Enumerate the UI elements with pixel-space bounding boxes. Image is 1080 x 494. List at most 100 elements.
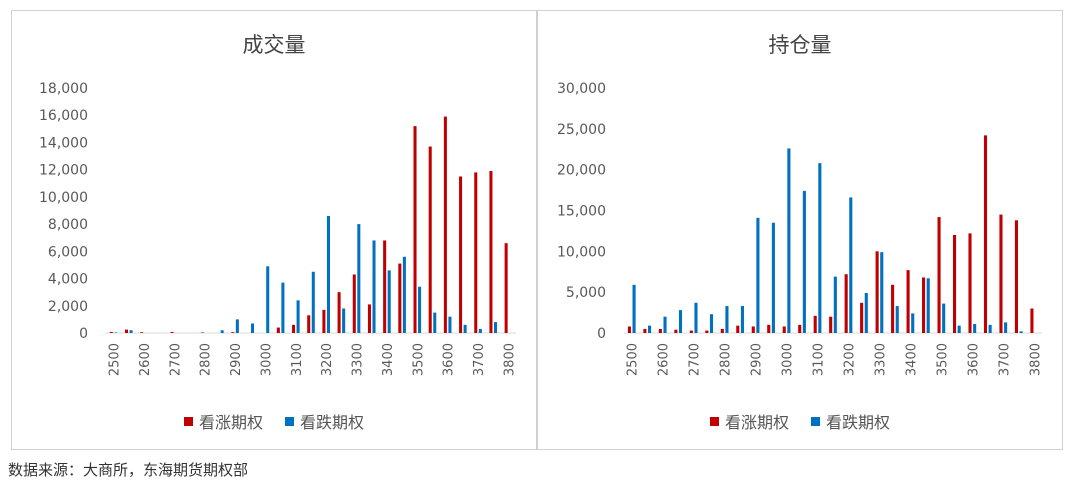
x-tick-label: 2700 bbox=[688, 343, 703, 376]
y-tick-label: 8,000 bbox=[48, 217, 88, 233]
bar-call bbox=[231, 332, 234, 333]
bar-put bbox=[297, 300, 300, 333]
bar-put bbox=[911, 313, 914, 333]
x-tick-label: 2500 bbox=[626, 343, 641, 376]
x-tick-label: 3700 bbox=[997, 343, 1012, 376]
x-tick-label: 2500 bbox=[108, 343, 123, 376]
bar-call bbox=[984, 135, 987, 333]
y-tick-label: 10,000 bbox=[39, 190, 88, 206]
chart-legend: 看涨期权 看跌期权 bbox=[538, 409, 1062, 433]
bar-call bbox=[674, 330, 677, 333]
bar-call bbox=[474, 172, 477, 333]
legend-swatch-put-icon bbox=[285, 417, 294, 426]
legend-item-call: 看涨期权 bbox=[710, 409, 789, 433]
bar-call bbox=[922, 277, 925, 333]
bar-put bbox=[448, 317, 451, 333]
x-tick-label: 3100 bbox=[812, 343, 827, 376]
bar-put bbox=[251, 323, 254, 333]
x-tick-label: 3300 bbox=[873, 343, 888, 376]
x-tick-label: 2900 bbox=[750, 343, 765, 376]
y-tick-label: 12,000 bbox=[39, 163, 88, 179]
bar-call bbox=[505, 243, 508, 333]
bar-put bbox=[1004, 322, 1007, 333]
bar-call bbox=[953, 235, 956, 333]
bar-call bbox=[690, 331, 693, 333]
bar-put bbox=[433, 313, 436, 333]
x-tick-label: 2600 bbox=[657, 343, 672, 376]
bar-call bbox=[705, 331, 708, 333]
bar-call bbox=[628, 326, 631, 333]
bar-call bbox=[414, 126, 417, 333]
legend-label-call: 看涨期权 bbox=[725, 409, 789, 433]
bar-call bbox=[110, 332, 113, 333]
bar-call bbox=[292, 325, 295, 333]
x-tick-label: 3800 bbox=[1028, 343, 1043, 376]
bar-put bbox=[236, 319, 239, 333]
x-tick-label: 3000 bbox=[781, 343, 796, 376]
bar-call bbox=[736, 326, 739, 333]
bar-put bbox=[130, 330, 133, 333]
y-tick-label: 5,000 bbox=[566, 285, 606, 301]
bar-put bbox=[694, 303, 697, 333]
bar-call bbox=[383, 240, 386, 333]
bar-call bbox=[829, 317, 832, 333]
x-tick-label: 2900 bbox=[229, 343, 244, 376]
bar-call bbox=[125, 330, 128, 333]
bar-call bbox=[201, 332, 204, 333]
legend-item-call: 看涨期权 bbox=[184, 409, 263, 433]
bar-call bbox=[459, 176, 462, 333]
y-tick-label: 20,000 bbox=[557, 163, 606, 179]
bar-put bbox=[373, 240, 376, 333]
bar-call bbox=[798, 325, 801, 333]
x-tick-label: 3400 bbox=[381, 343, 396, 376]
bar-put bbox=[725, 306, 728, 333]
bar-put bbox=[663, 317, 666, 333]
y-tick-label: 0 bbox=[597, 326, 606, 342]
bar-call bbox=[307, 315, 310, 333]
bar-call bbox=[338, 292, 341, 333]
bar-put bbox=[942, 304, 945, 333]
bar-put bbox=[403, 257, 406, 333]
bar-put bbox=[114, 332, 117, 333]
bar-call bbox=[643, 329, 646, 333]
bar-call bbox=[968, 233, 971, 333]
bar-put bbox=[865, 293, 868, 333]
x-tick-label: 2600 bbox=[138, 343, 153, 376]
bar-put bbox=[312, 272, 315, 333]
y-tick-label: 2,000 bbox=[48, 299, 88, 315]
bar-put bbox=[958, 326, 961, 333]
bar-call bbox=[938, 217, 941, 333]
bar-put bbox=[479, 329, 482, 333]
x-tick-label: 3800 bbox=[502, 343, 517, 376]
bar-call bbox=[322, 310, 325, 333]
bar-call bbox=[1015, 220, 1018, 333]
y-tick-label: 18,000 bbox=[39, 81, 88, 97]
bar-call bbox=[860, 303, 863, 333]
x-tick-label: 3200 bbox=[320, 343, 335, 376]
x-tick-label: 2800 bbox=[719, 343, 734, 376]
bar-put bbox=[787, 148, 790, 333]
y-tick-label: 16,000 bbox=[39, 108, 88, 124]
bar-put bbox=[266, 266, 269, 333]
bar-call bbox=[845, 274, 848, 333]
bar-put bbox=[849, 197, 852, 333]
data-source-note: 数据来源：大商所，东海期货期权部 bbox=[8, 459, 248, 480]
x-tick-label: 3200 bbox=[842, 343, 857, 376]
y-tick-label: 6,000 bbox=[48, 244, 88, 260]
y-tick-label: 0 bbox=[79, 326, 88, 342]
bar-call bbox=[140, 332, 143, 333]
bar-call bbox=[876, 251, 879, 333]
bar-put bbox=[221, 330, 224, 333]
bar-call bbox=[891, 285, 894, 333]
bar-put bbox=[388, 270, 391, 333]
bar-call bbox=[659, 329, 662, 333]
x-tick-label: 3100 bbox=[290, 343, 305, 376]
bar-call bbox=[429, 147, 432, 333]
bar-call bbox=[814, 316, 817, 333]
bar-put bbox=[342, 309, 345, 334]
bar-put bbox=[464, 325, 467, 333]
x-tick-label: 3400 bbox=[904, 343, 919, 376]
y-tick-label: 15,000 bbox=[557, 204, 606, 220]
x-tick-label: 2800 bbox=[199, 343, 214, 376]
bar-call bbox=[783, 326, 786, 333]
